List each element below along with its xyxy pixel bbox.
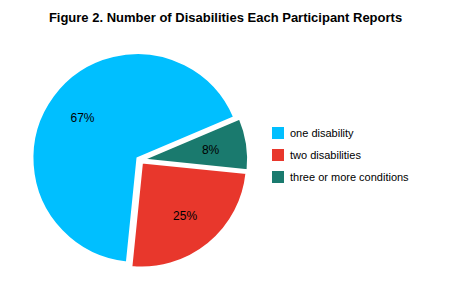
legend-swatch	[272, 149, 284, 161]
legend: one disability two disabilities three or m…	[272, 127, 409, 183]
legend-label: one disability	[290, 127, 354, 139]
pie-slice	[131, 162, 246, 267]
legend-item: two disabilities	[272, 149, 361, 161]
title: Figure 2. Number of Disabilities Each Pa…	[49, 10, 402, 25]
legend-item: three or more conditions	[272, 171, 409, 183]
legend-label: two disabilities	[290, 149, 361, 161]
pie-slice	[143, 119, 248, 171]
chart: Figure 2. Number of Disabilities Each Pa…	[0, 0, 451, 292]
legend-label: three or more conditions	[290, 171, 409, 183]
legend-swatch	[272, 127, 284, 139]
data-label: 25%	[173, 209, 197, 223]
legend-item: one disability	[272, 127, 354, 139]
legend-swatch	[272, 171, 284, 183]
data-label: 8%	[202, 143, 220, 157]
data-label: 67%	[71, 111, 95, 125]
pie: 67% 25% 8%	[32, 53, 248, 267]
